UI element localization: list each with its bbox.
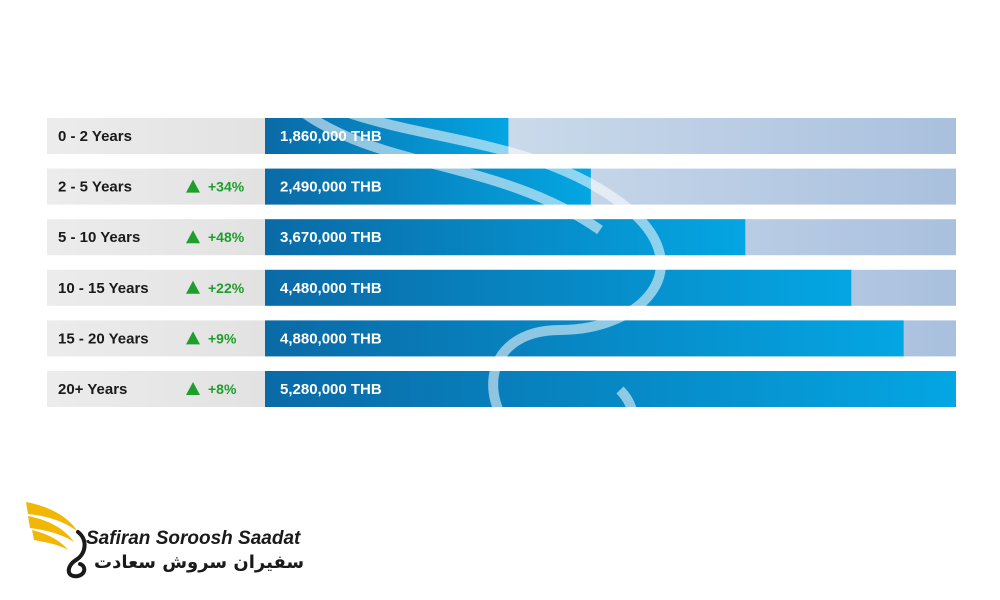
category-label: 20+ Years	[58, 381, 127, 398]
up-arrow-icon	[186, 382, 200, 395]
bar	[265, 371, 956, 407]
change-label: +8%	[208, 381, 237, 397]
category-label: 10 - 15 Years	[58, 280, 149, 297]
category-label: 5 - 10 Years	[58, 229, 140, 246]
change-label: +9%	[208, 330, 237, 346]
category-label-box	[47, 320, 265, 357]
brand-name-english: Safiran Soroosh Saadat	[86, 528, 301, 549]
category-label: 15 - 20 Years	[58, 330, 149, 347]
change-label: +22%	[208, 280, 245, 296]
value-label: 5,280,000 THB	[280, 381, 382, 398]
value-label: 4,480,000 THB	[280, 280, 382, 297]
value-label: 4,880,000 THB	[280, 330, 382, 347]
value-label: 2,490,000 THB	[280, 179, 382, 196]
up-arrow-icon	[186, 280, 200, 294]
change-label: +48%	[208, 229, 245, 245]
bar	[265, 269, 852, 306]
chart-row: 5 - 10 Years +48% 3,670,000 THB	[47, 219, 956, 256]
category-label-box	[47, 269, 265, 306]
category-label-box	[47, 371, 265, 407]
category-label: 0 - 2 Years	[58, 128, 132, 145]
category-label-box	[47, 168, 265, 205]
up-arrow-icon	[186, 331, 200, 345]
category-label-box	[47, 219, 265, 256]
up-arrow-icon	[186, 230, 200, 244]
golden-wing-swan-icon	[26, 502, 87, 579]
chart-row: 10 - 15 Years +22% 4,480,000 THB	[47, 269, 956, 306]
category-label: 2 - 5 Years	[58, 179, 132, 196]
value-label: 3,670,000 THB	[280, 229, 382, 246]
brand-name-persian: سفیران سروش سعادت	[94, 552, 305, 573]
bar	[265, 219, 746, 256]
change-label: +34%	[208, 179, 245, 195]
chart-row: 20+ Years +8% 5,280,000 THB	[47, 371, 956, 407]
brand-logo: Safiran Soroosh Saadat سفیران سروش سعادت	[22, 492, 304, 582]
category-label-box	[47, 118, 265, 154]
swan-watermark	[266, 66, 666, 477]
up-arrow-icon	[186, 179, 200, 193]
